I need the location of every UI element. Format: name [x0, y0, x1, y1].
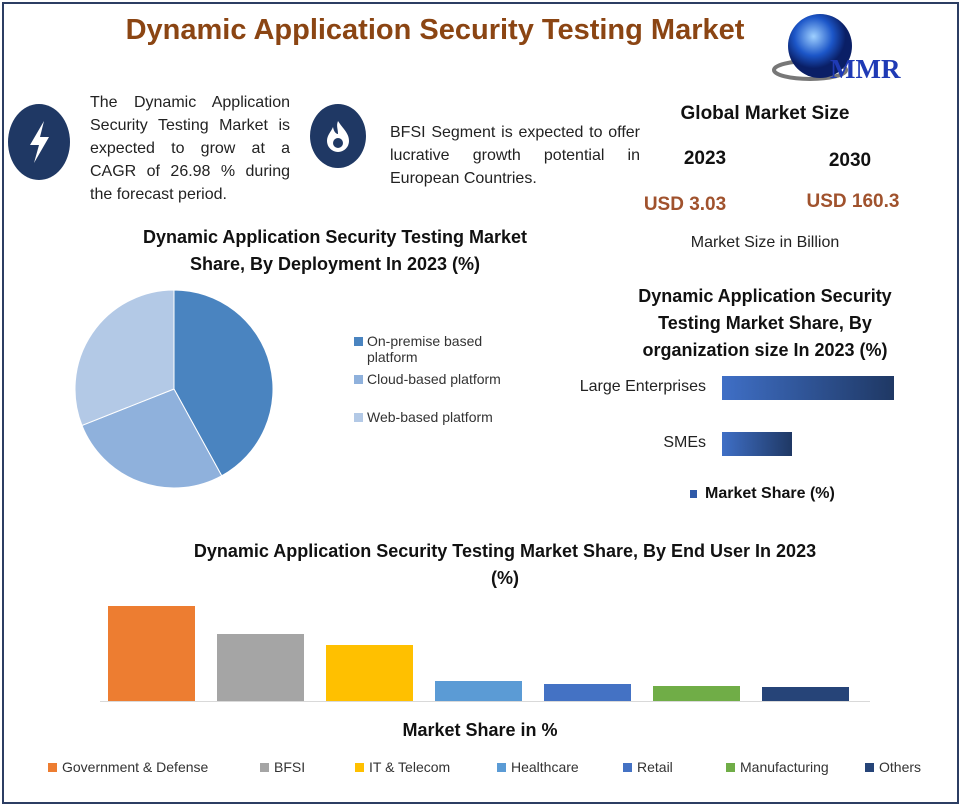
enduser-bar-2: [326, 645, 413, 701]
legend-item: Healthcare: [497, 759, 623, 775]
legend-item-web: Web-based platform: [354, 409, 534, 425]
org-legend: Market Share (%): [690, 485, 835, 503]
legend-label: Retail: [637, 759, 673, 775]
legend-swatch: [726, 762, 735, 772]
pie-slice-0: [173, 289, 274, 477]
legend-label: Manufacturing: [740, 759, 829, 775]
enduser-bar-6: [762, 687, 849, 701]
year-2030: 2030: [828, 150, 872, 171]
legend-label: BFSI: [274, 759, 306, 775]
legend-swatch: [354, 413, 363, 422]
enduser-bar-0: [108, 606, 195, 701]
legend-label: Cloud-based platform: [367, 371, 501, 387]
legend-swatch: [355, 762, 364, 772]
legend-swatch: [497, 762, 506, 772]
legend-label: Web-based platform: [367, 409, 493, 425]
legend-item: Retail: [623, 759, 726, 775]
legend-swatch: [354, 375, 363, 384]
pie-legend: On-premise based platform Cloud-based pl…: [354, 333, 534, 425]
legend-item: Others: [865, 759, 955, 775]
enduser-bar-4: [544, 684, 631, 701]
org-chart-title: Dynamic Application Security Testing Mar…: [638, 286, 892, 360]
legend-swatch: [48, 762, 57, 772]
bfsi-text: BFSI Segment is expected to offer lucrat…: [390, 124, 640, 187]
year-2023: 2023: [683, 148, 727, 169]
legend-label: Government & Defense: [62, 759, 209, 775]
logo-text: MMR: [830, 54, 901, 84]
org-bar-1: [722, 432, 793, 456]
legend-item: BFSI: [260, 759, 355, 775]
enduser-legend: Government & Defense BFSI IT & Telecom Heal…: [48, 759, 955, 775]
legend-swatch: [260, 762, 269, 772]
page-title: Dynamic Application Security Testing Mar…: [125, 14, 745, 46]
pie-chart: [74, 289, 274, 489]
pie-chart-title: Dynamic Application Security Testing Mar…: [142, 227, 528, 274]
legend-swatch: [623, 762, 632, 772]
market-size-title: Global Market Size: [680, 103, 850, 124]
flame-icon: [310, 104, 366, 168]
value-2030: USD 160.3: [806, 191, 900, 212]
legend-label: Market Share (%): [705, 485, 835, 502]
enduser-bars: [100, 595, 870, 702]
org-label-large: Large Enterprises: [579, 378, 706, 395]
legend-label: Others: [879, 759, 922, 775]
org-bars: [722, 376, 902, 458]
legend-item: Manufacturing: [726, 759, 865, 775]
pie-slice-1: [81, 388, 223, 489]
legend-swatch: [865, 762, 874, 772]
org-label-smes: SMEs: [663, 434, 706, 451]
globe-icon: MMR: [772, 14, 901, 84]
legend-swatch: [354, 337, 363, 346]
market-size-unit: Market Size in Billion: [690, 234, 840, 251]
legend-label: Healthcare: [511, 759, 579, 775]
legend-swatch: [690, 490, 697, 498]
legend-label: On-premise based platform: [367, 333, 483, 365]
org-bar-0: [722, 376, 894, 400]
cagr-text: The Dynamic Application Security Testing…: [90, 94, 290, 203]
legend-item-on-premise: On-premise based platform: [354, 333, 534, 371]
legend-item: IT & Telecom: [355, 759, 497, 775]
value-2023: USD 3.03: [643, 194, 727, 215]
enduser-bar-3: [435, 681, 522, 701]
legend-label: IT & Telecom: [369, 759, 451, 775]
enduser-bar-5: [653, 685, 740, 701]
pie-slice-2: [74, 289, 175, 427]
enduser-xlabel: Market Share in %: [402, 720, 558, 740]
mmr-logo: MMR: [772, 12, 952, 86]
legend-item: Government & Defense: [48, 759, 260, 775]
legend-item-cloud: Cloud-based platform: [354, 371, 534, 409]
enduser-chart-title: Dynamic Application Security Testing Mar…: [193, 541, 817, 588]
enduser-bar-1: [217, 633, 304, 701]
lightning-icon: [8, 104, 70, 180]
